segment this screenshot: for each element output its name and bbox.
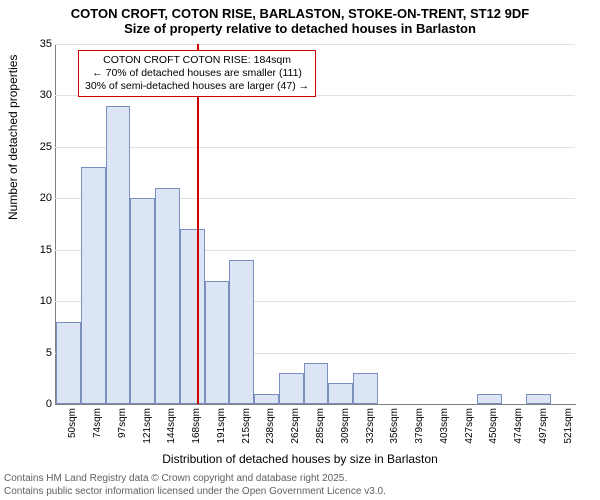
y-tick-label: 30 xyxy=(12,89,52,101)
histogram-bar xyxy=(106,106,131,404)
x-tick-label: 144sqm xyxy=(166,408,177,468)
y-tick-label: 5 xyxy=(12,347,52,359)
x-tick-label: 450sqm xyxy=(488,408,499,468)
y-tick-label: 35 xyxy=(12,38,52,50)
y-tick-label: 15 xyxy=(12,244,52,256)
title-main: COTON CROFT, COTON RISE, BARLASTON, STOK… xyxy=(0,0,600,21)
x-tick-label: 50sqm xyxy=(67,408,78,468)
property-marker-line xyxy=(197,44,199,404)
x-tick-label: 497sqm xyxy=(538,408,549,468)
histogram-bar xyxy=(229,260,254,404)
x-tick-label: 262sqm xyxy=(290,408,301,468)
x-tick-label: 427sqm xyxy=(464,408,475,468)
histogram-bar xyxy=(353,373,378,404)
x-tick-label: 332sqm xyxy=(365,408,376,468)
x-tick-label: 97sqm xyxy=(117,408,128,468)
histogram-bar xyxy=(304,363,329,404)
x-tick-label: 403sqm xyxy=(439,408,450,468)
footer-credits: Contains HM Land Registry data © Crown c… xyxy=(4,473,386,498)
y-tick-label: 20 xyxy=(12,192,52,204)
y-tick-label: 25 xyxy=(12,141,52,153)
footer-line-1: Contains HM Land Registry data © Crown c… xyxy=(4,473,386,486)
x-tick-label: 238sqm xyxy=(265,408,276,468)
x-tick-label: 285sqm xyxy=(315,408,326,468)
histogram-bar xyxy=(81,167,106,404)
histogram-bar xyxy=(56,322,81,404)
info-box: COTON CROFT COTON RISE: 184sqm← 70% of d… xyxy=(78,50,316,97)
y-tick-label: 0 xyxy=(12,398,52,410)
histogram-bar xyxy=(130,198,155,404)
x-tick-label: 379sqm xyxy=(414,408,425,468)
histogram-bar xyxy=(477,394,502,404)
info-box-line: COTON CROFT COTON RISE: 184sqm xyxy=(85,54,309,67)
grid-line xyxy=(55,44,575,45)
x-tick-label: 309sqm xyxy=(340,408,351,468)
histogram-bar xyxy=(254,394,279,404)
info-box-line: 30% of semi-detached houses are larger (… xyxy=(85,80,309,93)
grid-line xyxy=(55,147,575,148)
x-tick-label: 191sqm xyxy=(216,408,227,468)
x-tick-label: 168sqm xyxy=(191,408,202,468)
title-sub: Size of property relative to detached ho… xyxy=(0,21,600,36)
x-tick-label: 521sqm xyxy=(563,408,574,468)
info-box-line: ← 70% of detached houses are smaller (11… xyxy=(85,67,309,80)
histogram-bar xyxy=(155,188,180,404)
histogram-bar xyxy=(526,394,551,404)
histogram-bar xyxy=(279,373,304,404)
x-tick-label: 121sqm xyxy=(142,408,153,468)
y-tick-label: 10 xyxy=(12,295,52,307)
x-tick-label: 215sqm xyxy=(241,408,252,468)
histogram-bar xyxy=(180,229,205,404)
histogram-bar xyxy=(205,281,230,404)
x-tick-label: 74sqm xyxy=(92,408,103,468)
x-tick-label: 356sqm xyxy=(389,408,400,468)
footer-line-2: Contains public sector information licen… xyxy=(4,486,386,499)
histogram-bar xyxy=(328,383,353,404)
x-tick-label: 474sqm xyxy=(513,408,524,468)
plot-area: COTON CROFT COTON RISE: 184sqm← 70% of d… xyxy=(55,44,576,405)
